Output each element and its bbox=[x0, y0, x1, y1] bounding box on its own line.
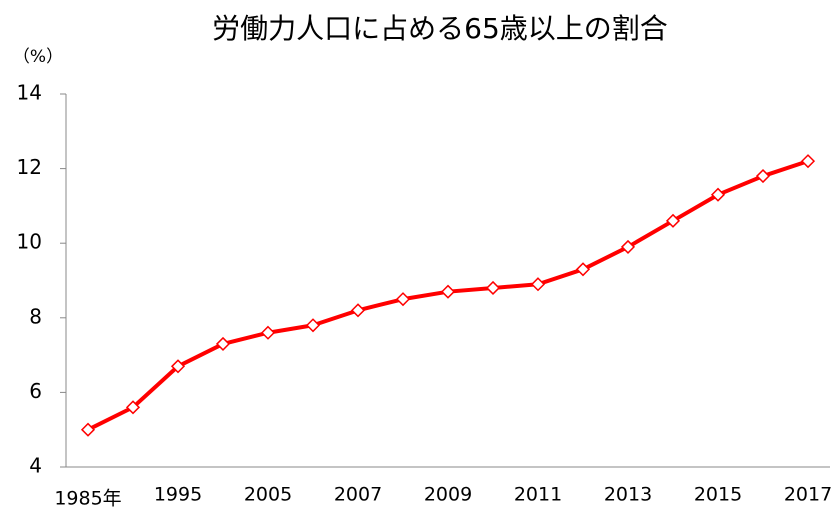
marker bbox=[710, 187, 726, 202]
x-tick-label: 2005 bbox=[244, 484, 292, 506]
marker bbox=[530, 277, 546, 292]
x-tick-label: 2015 bbox=[694, 484, 742, 506]
x-tick-label: 2017 bbox=[784, 484, 832, 506]
y-tick-label: 8 bbox=[29, 304, 42, 328]
marker bbox=[620, 239, 636, 254]
marker bbox=[665, 213, 681, 228]
marker bbox=[215, 336, 231, 351]
x-tick-label: 2009 bbox=[424, 484, 472, 506]
y-tick-label: 4 bbox=[29, 454, 42, 478]
x-tick-label: 1995 bbox=[154, 484, 202, 506]
marker bbox=[305, 318, 321, 333]
marker bbox=[260, 325, 276, 340]
y-tick-label: 12 bbox=[17, 155, 42, 179]
marker bbox=[350, 303, 366, 318]
y-tick-label: 14 bbox=[17, 81, 42, 105]
y-tick-label: 6 bbox=[29, 379, 42, 403]
chart-title: 労働力人口に占める65歳以上の割合 bbox=[212, 12, 668, 45]
x-tick-label: 2013 bbox=[604, 484, 652, 506]
x-tick-label: 1985年 bbox=[54, 488, 121, 510]
marker bbox=[80, 422, 96, 437]
y-tick-label: 10 bbox=[17, 230, 42, 254]
marker bbox=[575, 262, 591, 277]
marker bbox=[485, 280, 501, 296]
marker bbox=[395, 292, 411, 307]
marker bbox=[170, 359, 186, 374]
marker bbox=[440, 284, 456, 299]
marker bbox=[800, 154, 816, 169]
x-tick-label: 2007 bbox=[334, 484, 382, 506]
x-tick-label: 2011 bbox=[514, 484, 562, 506]
marker bbox=[125, 400, 141, 415]
marker bbox=[755, 168, 771, 184]
y-axis-label: （%） bbox=[13, 47, 63, 67]
